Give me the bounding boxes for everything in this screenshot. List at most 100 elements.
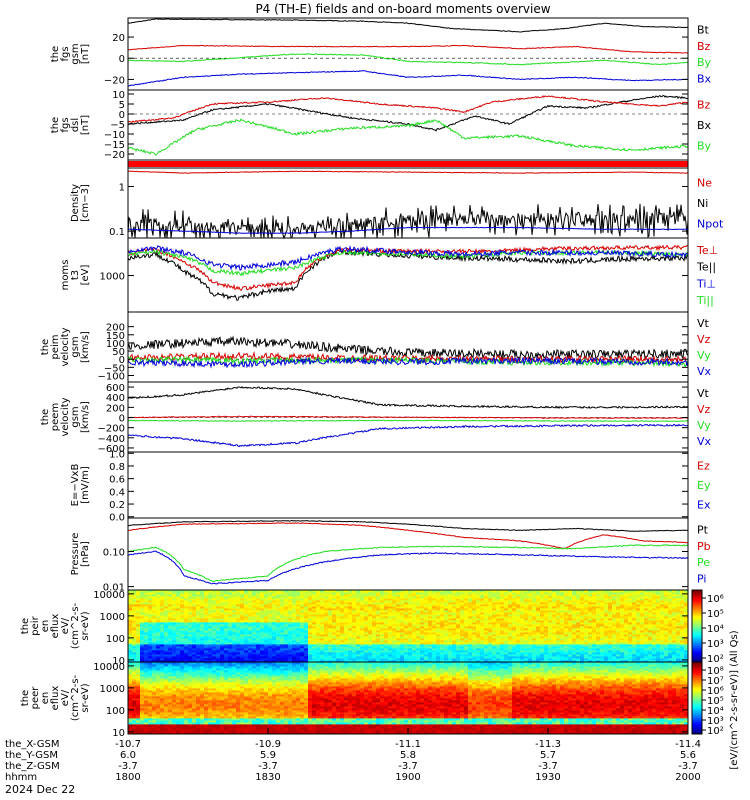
spectrogram-cell bbox=[300, 622, 305, 625]
spectrogram-cell bbox=[276, 602, 281, 605]
spectrogram-cell bbox=[580, 644, 585, 647]
spectrogram-cell bbox=[316, 636, 321, 639]
spectrogram-cell bbox=[456, 596, 461, 599]
spectrogram-cell bbox=[484, 606, 489, 609]
spectrogram-cell bbox=[556, 638, 561, 641]
spectrogram-peir-en-eflux bbox=[128, 590, 689, 663]
spectrogram-cell bbox=[396, 594, 401, 597]
spectrogram-cell bbox=[596, 646, 601, 649]
spectrogram-cell bbox=[404, 596, 409, 599]
spectrogram-cell bbox=[624, 614, 629, 617]
spectrogram-cell bbox=[192, 620, 197, 623]
spectrogram-cell bbox=[536, 626, 541, 629]
spectrogram-cell bbox=[316, 656, 321, 659]
spectrogram-cell bbox=[132, 606, 137, 609]
spectrogram-cell bbox=[356, 614, 361, 617]
spectrogram-cell bbox=[212, 610, 217, 613]
spectrogram-cell bbox=[596, 648, 601, 651]
legend-entry: Te⊥ bbox=[696, 244, 718, 257]
spectrogram-cell bbox=[220, 612, 225, 615]
spectrogram-cell bbox=[220, 642, 225, 645]
spectrogram-cell bbox=[356, 604, 361, 607]
y-axis-label: fgs bbox=[60, 46, 71, 61]
spectrogram-cell bbox=[240, 624, 245, 627]
spectrogram-cell bbox=[640, 596, 645, 599]
spectrogram-cell bbox=[140, 634, 145, 637]
spectrogram-cell bbox=[164, 604, 169, 607]
spectrogram-cell bbox=[572, 612, 577, 615]
spectrogram-cell bbox=[460, 606, 465, 609]
spectrogram-cell bbox=[460, 614, 465, 617]
spectrogram-cell bbox=[148, 654, 153, 657]
spectrogram-cell bbox=[260, 654, 265, 657]
spectrogram-cell bbox=[248, 650, 253, 653]
spectrogram-cell bbox=[404, 646, 409, 649]
spectrogram-cell bbox=[236, 620, 241, 623]
spectrogram-cell bbox=[552, 652, 557, 655]
spectrogram-cell bbox=[532, 622, 537, 625]
spectrogram-cell bbox=[616, 628, 621, 631]
spectrogram-cell bbox=[236, 626, 241, 629]
spectrogram-cell bbox=[188, 604, 193, 607]
spectrogram-cell bbox=[620, 590, 625, 593]
spectrogram-cell bbox=[416, 654, 421, 657]
spectrogram-cell bbox=[132, 642, 137, 645]
series-Pb bbox=[127, 522, 689, 549]
spectrogram-cell bbox=[176, 644, 181, 647]
spectrogram-cell bbox=[612, 592, 617, 595]
spectrogram-cell bbox=[232, 594, 237, 597]
spectrogram-cell bbox=[136, 636, 141, 639]
spectrogram-cell bbox=[452, 590, 457, 593]
spectrogram-cell bbox=[248, 594, 253, 597]
spectrogram-cell bbox=[636, 634, 641, 637]
spectrogram-cell bbox=[592, 614, 597, 617]
spectrogram-cell bbox=[164, 642, 169, 645]
spectrogram-cell bbox=[244, 620, 249, 623]
spectrogram-cell bbox=[272, 598, 277, 601]
spectrogram-cell bbox=[412, 642, 417, 645]
spectrogram-cell bbox=[508, 640, 513, 643]
spectrogram-cell bbox=[400, 646, 405, 649]
spectrogram-cell bbox=[264, 628, 269, 631]
spectrogram-cell bbox=[572, 634, 577, 637]
spectrogram-cell bbox=[604, 620, 609, 623]
spectrogram-cell bbox=[432, 636, 437, 639]
spectrogram-cell bbox=[184, 640, 189, 643]
spectrogram-cell bbox=[440, 592, 445, 595]
spectrogram-cell bbox=[316, 638, 321, 641]
spectrogram-cell bbox=[352, 618, 357, 621]
spectrogram-cell bbox=[536, 636, 541, 639]
spectrogram-cell bbox=[360, 630, 365, 633]
spectrogram-cell bbox=[260, 594, 265, 597]
spectrogram-cell bbox=[220, 600, 225, 603]
spectrogram-cell bbox=[444, 650, 449, 653]
spectrogram-cell bbox=[348, 608, 353, 611]
spectrogram-cell bbox=[400, 592, 405, 595]
spectrogram-cell bbox=[600, 604, 605, 607]
spectrogram-cell bbox=[240, 608, 245, 611]
spectrogram-cell bbox=[340, 626, 345, 629]
spectrogram-cell bbox=[400, 626, 405, 629]
spectrogram-cell bbox=[180, 660, 185, 663]
spectrogram-cell bbox=[424, 636, 429, 639]
spectrogram-cell bbox=[468, 656, 473, 659]
spectrogram-cell bbox=[484, 630, 489, 633]
series-Vt bbox=[127, 385, 689, 409]
spectrogram-cell bbox=[388, 630, 393, 633]
spectrogram-cell bbox=[476, 616, 481, 619]
spectrogram-cell bbox=[540, 630, 545, 633]
spectrogram-cell bbox=[180, 592, 185, 595]
spectrogram-cell bbox=[460, 642, 465, 645]
spectrogram-cell bbox=[176, 660, 181, 663]
spectrogram-cell bbox=[252, 596, 257, 599]
spectrogram-cell bbox=[288, 610, 293, 613]
spectrogram-cell bbox=[416, 634, 421, 637]
spectrogram-cell bbox=[520, 590, 525, 593]
spectrogram-cell bbox=[336, 640, 341, 643]
spectrogram-cell bbox=[196, 638, 201, 641]
spectrogram-cell bbox=[176, 622, 181, 625]
spectrogram-cell bbox=[360, 600, 365, 603]
spectrogram-cell bbox=[332, 624, 337, 627]
spectrogram-cell bbox=[456, 656, 461, 659]
spectrogram-cell bbox=[624, 658, 629, 661]
